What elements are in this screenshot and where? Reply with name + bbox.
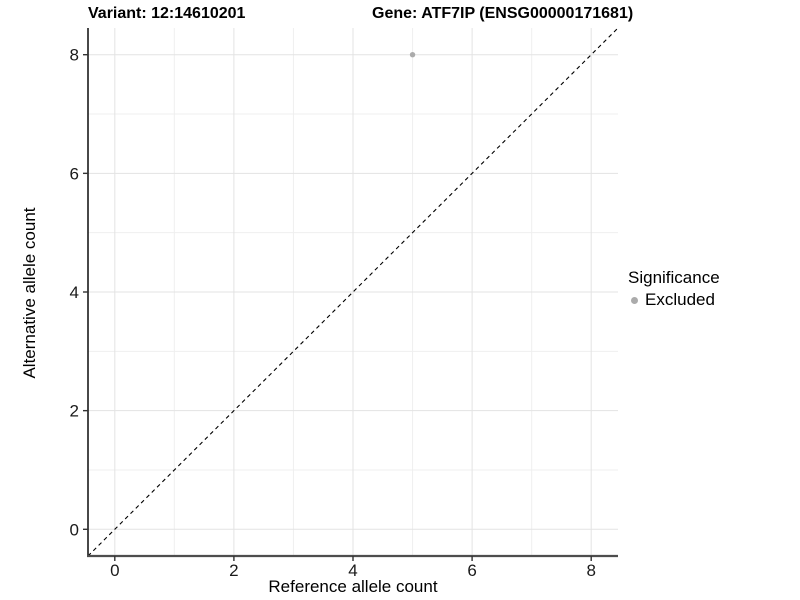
x-tick-label: 2 — [229, 561, 238, 580]
y-tick-label: 6 — [70, 164, 79, 183]
identity-line — [87, 27, 619, 557]
data-point — [409, 51, 416, 58]
legend-item-label: Excluded — [645, 290, 715, 309]
y-axis-title: Alternative allele count — [20, 207, 39, 379]
x-tick-label: 6 — [467, 561, 476, 580]
excluded-point-icon — [631, 296, 638, 304]
legend-title: Significance — [628, 268, 720, 287]
y-tick-label: 2 — [70, 402, 79, 421]
x-tick-label: 8 — [586, 561, 595, 580]
y-tick-label: 0 — [70, 520, 79, 539]
y-tick-label: 4 — [70, 283, 79, 302]
x-tick-label: 4 — [348, 561, 357, 580]
x-axis-title: Reference allele count — [268, 577, 438, 596]
variant-title: Variant: 12:14610201 — [88, 5, 246, 22]
legend: Significance Excluded — [628, 268, 720, 310]
x-tick-label: 0 — [110, 561, 119, 580]
legend-item-excluded: Excluded — [628, 290, 720, 310]
gene-title: Gene: ATF7IP (ENSG00000171681) — [372, 5, 634, 22]
y-tick-label: 8 — [70, 46, 79, 65]
